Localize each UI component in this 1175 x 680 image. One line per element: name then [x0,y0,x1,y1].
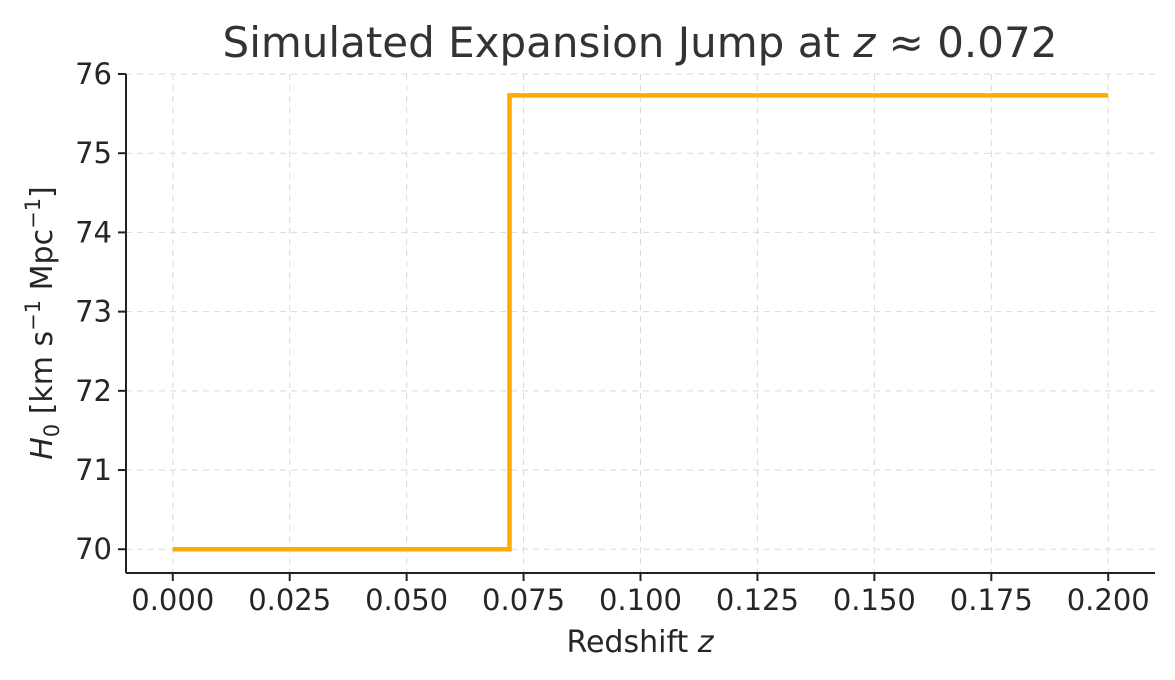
x-tick-label-1: 0.025 [248,583,331,617]
x-tick-label-6: 0.150 [833,583,916,617]
y-tick-label-1: 71 [75,453,112,487]
y-tick-label-3: 73 [75,295,112,329]
y-axis-label: H0 [km s−1 Mpc−1] [21,186,64,460]
y-tick-label-6: 76 [75,57,112,91]
axes-layer [125,74,1155,574]
chart-title: Simulated Expansion Jump at z ≈ 0.072 [223,18,1058,67]
x-tick-label-0: 0.000 [131,583,214,617]
y-tick-label-0: 70 [75,532,112,566]
grid-layer [126,73,1155,573]
y-tick-label-2: 72 [75,374,112,408]
x-tick-label-8: 0.200 [1067,583,1150,617]
y-ticks: 70 71 72 73 74 75 76 [75,57,126,566]
x-tick-label-2: 0.050 [365,583,448,617]
y-tick-label-4: 74 [75,215,112,249]
x-ticks: 0.000 0.025 0.050 0.075 0.100 0.125 0.150 0.175… [131,573,1150,617]
x-tick-label-4: 0.100 [599,583,682,617]
series-line-0 [172,93,1109,552]
x-axis-label: Redshift z [566,625,714,660]
y-tick-label-5: 75 [75,136,112,170]
series-layer [172,93,1109,552]
x-tick-label-5: 0.125 [716,583,799,617]
x-tick-label-3: 0.075 [482,583,565,617]
x-tick-label-7: 0.175 [950,583,1033,617]
